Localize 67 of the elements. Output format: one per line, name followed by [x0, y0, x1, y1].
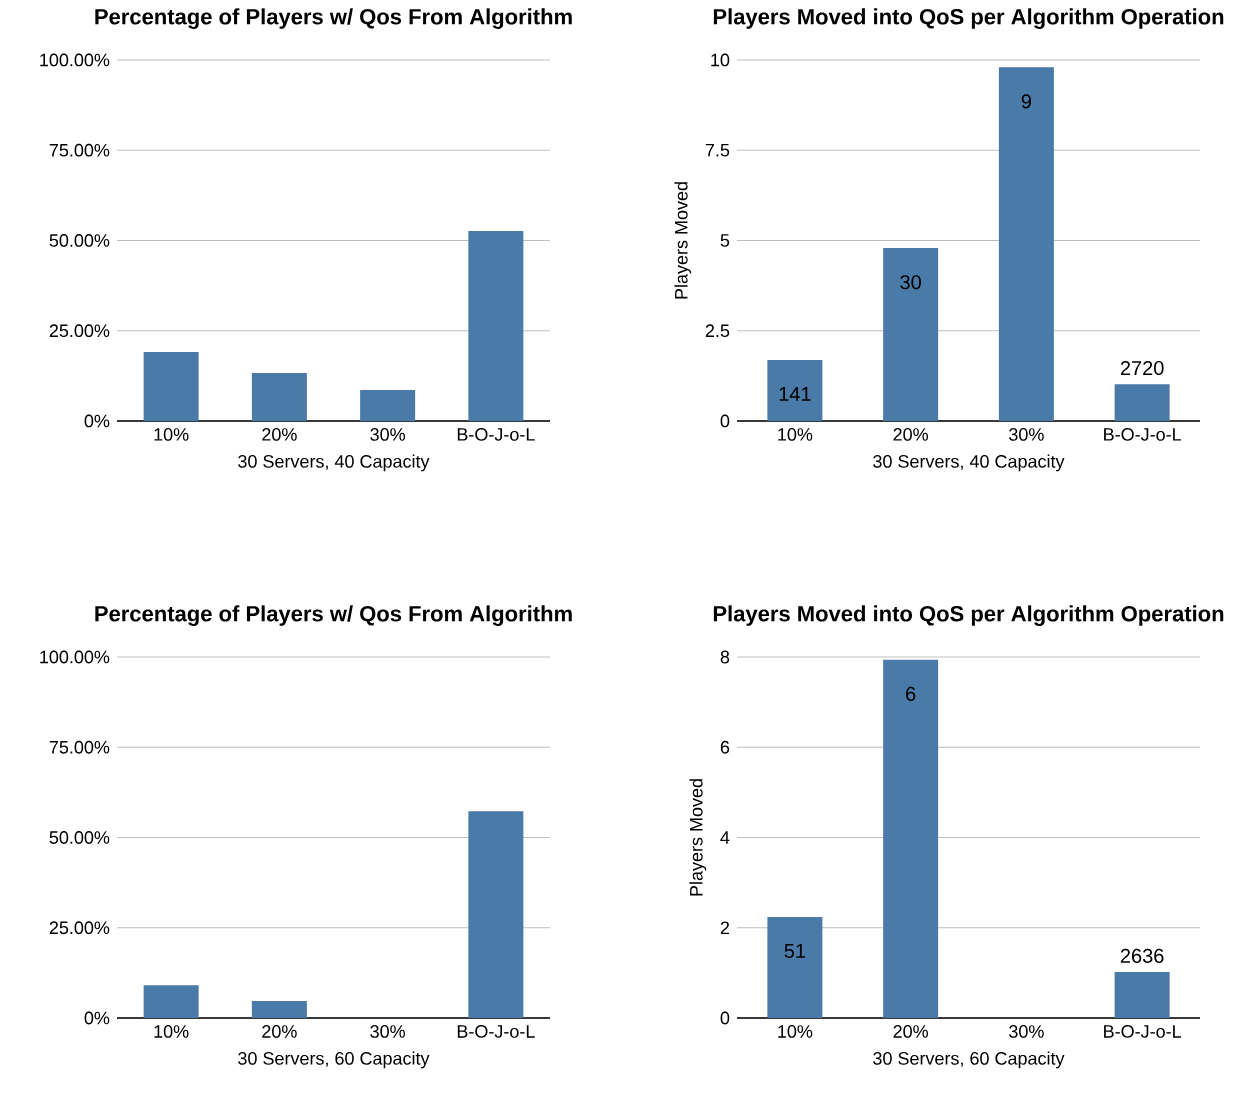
chart-title: Percentage of Players w/ Qos From Algorithm — [95, 8, 572, 29]
x-tick-label: 20% — [262, 428, 297, 441]
x-tick-label: 10% — [778, 428, 813, 441]
y-tick-label: 75.00% — [49, 143, 110, 157]
annotation: 2720 — [1120, 360, 1164, 376]
x-tick-label: 30% — [370, 1025, 405, 1038]
annotation: 51 — [784, 943, 806, 958]
x-tick-label: 20% — [893, 1025, 929, 1038]
y-tick-label: 0% — [84, 1011, 110, 1025]
annotation: 2636 — [1120, 948, 1164, 963]
chart-title: Percentage of Players w/ Qos From Algorithm — [95, 605, 572, 626]
bar — [1114, 384, 1170, 421]
y-tick-label: 0 — [720, 1011, 730, 1025]
bar — [251, 1001, 307, 1018]
x-tick-label: 30% — [1009, 428, 1044, 441]
x-tick-label: B-O-J-o-L — [1104, 428, 1182, 441]
y-axis-title: Players Moved — [674, 182, 692, 299]
y-tick-label: 25.00% — [49, 324, 110, 338]
y-tick-label: 75.00% — [49, 740, 110, 754]
bar — [767, 359, 823, 421]
x-tick-label: 20% — [262, 1025, 297, 1038]
bar — [360, 389, 416, 421]
x-tick-label: B-O-J-o-L — [1104, 1025, 1182, 1038]
x-tick-label: 10% — [778, 1025, 813, 1038]
x-tick-label: B-O-J-o-L — [457, 428, 535, 441]
chart-title: Players Moved into QoS per Algorithm Operation — [713, 8, 1224, 29]
y-tick-label: 2 — [720, 921, 730, 935]
bar — [767, 916, 823, 1018]
y-tick-label: 0 — [720, 414, 730, 428]
y-tick-label: 100.00% — [40, 650, 110, 664]
x-tick-label: 20% — [893, 428, 929, 441]
chart-title: Players Moved into QoS per Algorithm Operation — [713, 605, 1224, 626]
y-tick-label: 0% — [84, 414, 110, 428]
annotation: 6 — [906, 686, 916, 701]
x-axis-title: 30 Servers, 60 Capacity — [238, 1051, 430, 1069]
x-tick-label: B-O-J-o-L — [457, 1025, 535, 1038]
annotation: 30 — [900, 275, 921, 290]
bar — [468, 811, 524, 1018]
x-tick-label: 10% — [154, 428, 189, 441]
y-tick-label: 7.5 — [705, 143, 730, 157]
bar — [251, 372, 307, 421]
y-tick-label: 5 — [720, 234, 730, 247]
bar — [143, 985, 199, 1018]
annotation: 9 — [1021, 94, 1032, 109]
y-tick-label: 8 — [720, 650, 730, 664]
x-axis-title: 30 Servers, 40 Capacity — [873, 454, 1065, 472]
y-tick-label: 25.00% — [49, 921, 110, 935]
bar — [883, 659, 939, 1018]
bar — [143, 352, 199, 421]
x-tick-label: 30% — [370, 428, 405, 441]
bar — [883, 248, 939, 421]
y-tick-label: 50.00% — [49, 831, 110, 844]
bar — [1114, 971, 1170, 1018]
x-axis-title: 30 Servers, 60 Capacity — [873, 1051, 1065, 1069]
x-axis-title: 30 Servers, 40 Capacity — [238, 454, 430, 472]
y-tick-label: 10 — [711, 53, 730, 67]
y-tick-label: 4 — [720, 831, 730, 844]
y-tick-label: 50.00% — [49, 234, 110, 247]
y-tick-label: 6 — [720, 740, 730, 754]
x-tick-label: 30% — [1009, 1025, 1044, 1038]
y-axis-title: Players Moved — [689, 779, 707, 896]
x-tick-label: 10% — [154, 1025, 189, 1038]
y-tick-label: 2.5 — [705, 324, 730, 338]
bar — [468, 231, 524, 421]
y-tick-label: 100.00% — [40, 53, 110, 67]
bar — [998, 67, 1054, 421]
annotation: 141 — [779, 387, 811, 401]
